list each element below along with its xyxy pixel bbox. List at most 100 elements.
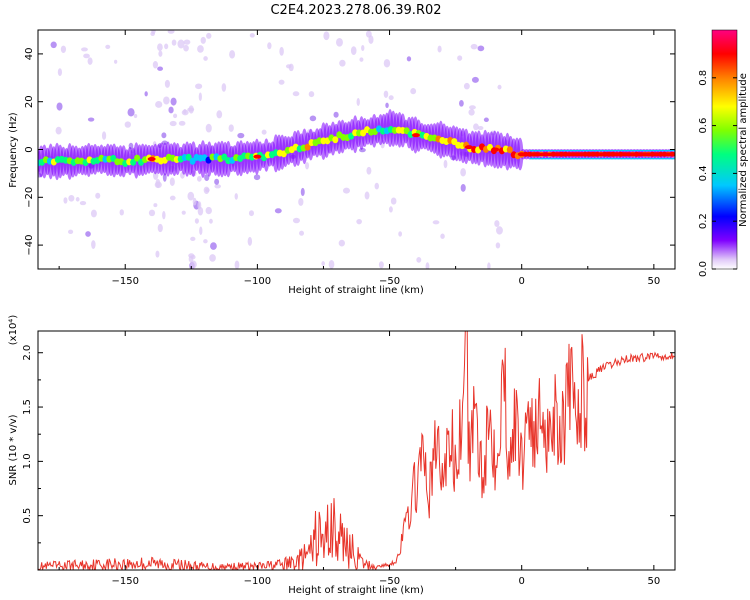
spectrogram-speckle [229, 50, 236, 59]
colorbar-tick-label: 0.2 [698, 213, 709, 229]
spectrogram-speckle [205, 206, 212, 215]
spectrogram-speckle [267, 42, 272, 50]
spectrogram-speckle [487, 262, 491, 269]
snr-x-tick-label: −150 [111, 576, 138, 587]
spectrogram-speckle [248, 210, 255, 217]
spectrogram-speckle [285, 64, 292, 69]
figure-title: C2E4.2023.278.06.39.R02 [270, 3, 441, 18]
spectrogram-speckle [203, 56, 208, 61]
spectrogram-speckle [55, 126, 62, 135]
spectrogram-speckle [298, 198, 304, 206]
spectrogram-speckle [336, 37, 343, 47]
spectrogram-speckle [154, 181, 162, 189]
spectrogram-speckle [192, 197, 197, 206]
spectrogram-speckle [198, 92, 202, 101]
spectrogram-speckle [153, 203, 158, 208]
spectrogram-peak [464, 145, 473, 150]
spectrogram-speckle [410, 88, 417, 95]
spectrogram-band-edge [529, 149, 675, 152]
spectrogram-speckle [181, 109, 189, 116]
spectrogram-speckle [114, 59, 118, 64]
spectrogram-speckle [169, 195, 176, 201]
spectrogram-speckle [300, 187, 305, 197]
spectrogram-speckle [209, 218, 213, 224]
colorbar-tick-label: 0.4 [698, 165, 709, 181]
spectrogram-speckle [368, 35, 374, 44]
colorbar-tick-label: 0.8 [698, 70, 709, 86]
colorbar-bar [711, 29, 738, 270]
snr-y-tick-label: 1.0 [22, 453, 33, 469]
spectrogram-speckle [206, 32, 212, 39]
spectrogram-speckle [200, 36, 206, 44]
spectrogram-speckle [170, 97, 177, 106]
spectrogram-ridge-cell [185, 153, 192, 161]
spectrogram-speckle [173, 113, 178, 119]
spectrogram-speckle [155, 101, 163, 108]
spectrogram-ridge-cell [130, 158, 137, 166]
spectrogram-speckle [119, 209, 124, 216]
spectrogram-peak [147, 157, 156, 162]
spectrogram-band-edge [529, 158, 675, 160]
spectrogram-speckle [127, 108, 135, 117]
spectrogram-speckle [247, 236, 253, 246]
spectrogram-x-ticks: −150 −100 −50 0 50 [58, 30, 660, 287]
spectrogram-speckle [197, 45, 204, 53]
spectrogram-speckle [190, 236, 196, 241]
spectrogram-speckle [350, 46, 357, 55]
spectrogram-speckle [440, 233, 445, 239]
snr-x-tick-label: −50 [379, 576, 400, 587]
spectrogram-speckle [234, 193, 238, 200]
spectrogram-speckle [75, 197, 80, 202]
spectrogram-speckle [199, 226, 203, 236]
spectrogram-speckle [463, 82, 470, 90]
spectrogram-speckle [183, 44, 189, 52]
spectrogram-speckle [328, 259, 335, 269]
spectrogram-ridge-cell [403, 127, 410, 135]
spectrogram-speckle [416, 257, 422, 263]
spectrogram-speckle [169, 177, 175, 187]
spectrogram-speckle [57, 68, 63, 77]
spectrogram-speckle [216, 110, 223, 119]
snr-y-multiplier: (x10⁴) [8, 315, 19, 346]
snr-x-tick-label: −100 [244, 576, 271, 587]
spectrogram-speckle [68, 194, 75, 202]
spectrogram-speckle [63, 197, 68, 204]
colorbar-tick-label: 0.0 [698, 261, 709, 277]
spectrogram-speckle [194, 218, 199, 224]
spectrogram-ridge-cell [506, 146, 513, 154]
spectrogram-speckle [167, 30, 175, 34]
spectrogram-speckle [150, 31, 155, 37]
spectrogram-speckle [188, 253, 195, 259]
spectrogram-speckle [473, 123, 479, 131]
snr-y-tick-label: 2.0 [22, 345, 33, 361]
spectrogram-speckle [188, 105, 194, 114]
spectrogram-speckle [90, 209, 97, 218]
spectrogram-speckle [101, 131, 107, 140]
spectrogram-speckle [333, 111, 339, 118]
spectrogram-speckle [342, 187, 350, 194]
spectrogram-speckle [497, 84, 502, 90]
spectrogram-peak [253, 154, 262, 159]
spectrogram-speckle [124, 121, 131, 128]
spectrogram-speckle [249, 33, 255, 38]
spectrogram-ridge-cell [332, 136, 339, 144]
spectrogram-speckle [197, 206, 204, 216]
spectrogram-x-tick-label: 0 [519, 276, 525, 287]
spectrogram-speckle [83, 53, 90, 59]
spectrogram-speckle [148, 209, 156, 217]
spectrogram-speckle [398, 231, 403, 237]
spectrogram-speckle [261, 129, 267, 135]
spectrogram-speckle [309, 115, 317, 122]
spectrogram-speckle [292, 91, 300, 97]
spectrogram-speckle [168, 106, 174, 114]
spectrogram-speckle [133, 114, 138, 119]
spectrogram-speckle [443, 159, 448, 169]
spectrogram-speckle [177, 39, 185, 49]
spectrogram-speckle [388, 95, 394, 101]
spectrogram-speckle [203, 239, 208, 244]
spectrogram-speckle [338, 239, 345, 247]
spectrogram-speckle [321, 261, 325, 266]
spectrogram-speckle [470, 43, 478, 50]
spectrogram-speckle [87, 57, 93, 65]
